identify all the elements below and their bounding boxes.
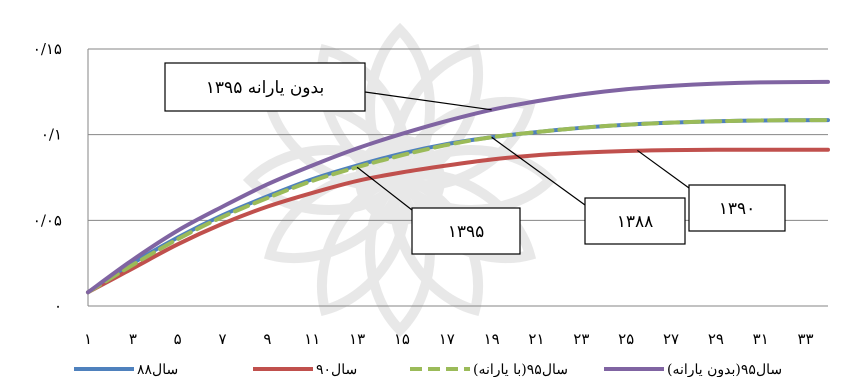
callout-box: [688, 184, 786, 232]
x-axis-tick-labels: ۱ ۳ ۵ ۷ ۹ ۱۱ ۱۳ ۱۵ ۱۷ ۱۹ ۲۱ ۲۳ ۲۵ ۲۷ ۲۹ ۳۱ ۳۳: [84, 330, 814, 348]
callout-leader: [637, 149, 690, 189]
x-tick-label: ۲۷: [663, 330, 679, 348]
legend-label: سال۹۵(با یارانه): [473, 362, 568, 377]
watermark-petal: [242, 145, 407, 215]
y-tick-label: ۰: [54, 297, 62, 315]
callout-box: [411, 207, 521, 255]
callout-box: [164, 62, 366, 112]
series-line-4: [86, 79, 830, 295]
callout-label: بدون یارانه ۱۳۹۵: [206, 78, 324, 98]
x-tick-label: ۲۱: [528, 330, 544, 348]
x-tick-label: ۱۱: [304, 330, 320, 348]
series-line-3: [86, 118, 830, 295]
callout-leader: [491, 136, 586, 206]
y-tick-label: ۰/۱: [41, 126, 62, 144]
callout-leader: [356, 166, 413, 211]
x-tick-label: ۲۹: [708, 330, 724, 348]
callout-label: ۱۳۹۵: [448, 222, 485, 242]
legend-label: سال۸۸: [137, 362, 178, 377]
watermark-petal: [394, 96, 537, 190]
x-tick-label: ۱۹: [484, 330, 500, 348]
series-lines: [86, 79, 830, 295]
x-tick-label: ۳۳: [798, 330, 814, 348]
series-line-2: [86, 147, 830, 295]
legend-label: سال۹۵(بدون یارانه): [667, 362, 782, 377]
x-tick-label: ۵: [174, 330, 182, 348]
legend: سال۸۸ سال۹۰ سال۹۵(با یارانه) سال۹۵(بدون یار…: [74, 362, 782, 377]
callout-label: ۱۳۸۸: [617, 212, 654, 232]
x-tick-label: ۹: [263, 330, 271, 348]
x-tick-label: ۲۳: [573, 330, 589, 348]
x-tick-label: ۱: [84, 330, 92, 348]
watermark-petal: [390, 174, 484, 317]
y-tick-label: ۰/۱۵: [33, 40, 62, 58]
x-tick-label: ۳۱: [753, 330, 769, 348]
x-tick-label: ۲۵: [618, 330, 634, 348]
x-tick-label: ۷: [219, 330, 227, 348]
watermark-petal: [263, 170, 406, 264]
callout-leader: [364, 91, 492, 111]
y-tick-label: ۰/۰۵: [33, 211, 62, 229]
watermark-petal: [316, 174, 410, 317]
x-tick-label: ۱۵: [394, 330, 410, 348]
x-tick-label: ۳: [129, 330, 137, 348]
annotation-callouts: بدون یارانه ۱۳۹۵ ۱۳۹۵ ۱۳۸۸ ۱۳۹۰: [164, 62, 786, 255]
x-tick-label: ۱۳: [349, 330, 365, 348]
callout-label: ۱۳۹۰: [719, 199, 756, 219]
callout-box: [584, 197, 686, 245]
legend-label: سال۹۰: [316, 362, 357, 377]
watermark-petal: [390, 43, 484, 186]
x-tick-label: ۱۷: [439, 330, 455, 348]
y-axis-tick-labels: ۰ ۰/۰۵ ۰/۱ ۰/۱۵: [33, 40, 62, 315]
